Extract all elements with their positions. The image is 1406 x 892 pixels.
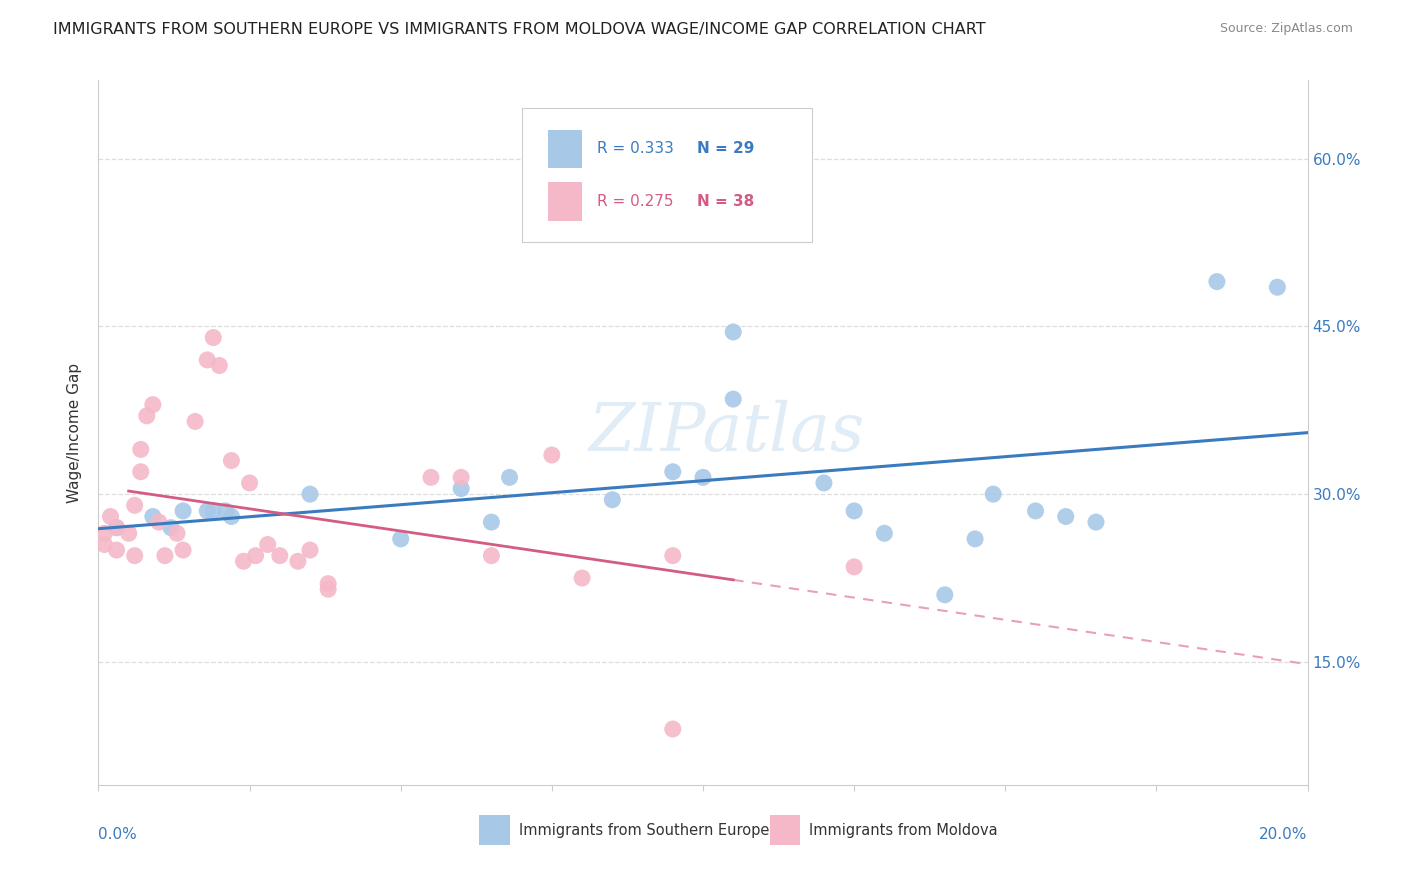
Point [661, 465, 683, 479]
Point [208, 359, 231, 373]
Point [498, 470, 520, 484]
Point [129, 465, 152, 479]
Text: 0.0%: 0.0% [98, 827, 138, 842]
Point [450, 482, 472, 496]
Point [195, 504, 218, 518]
Point [481, 515, 503, 529]
Point [1206, 275, 1229, 289]
Point [481, 549, 503, 563]
Point [934, 588, 956, 602]
Point [661, 722, 683, 736]
Point [723, 392, 745, 406]
Text: IMMIGRANTS FROM SOUTHERN EUROPE VS IMMIGRANTS FROM MOLDOVA WAGE/INCOME GAP CORRE: IMMIGRANTS FROM SOUTHERN EUROPE VS IMMIG… [53, 22, 986, 37]
Point [195, 352, 218, 367]
Point [135, 409, 157, 423]
Text: N = 38: N = 38 [697, 194, 754, 209]
Point [540, 448, 562, 462]
Point [124, 499, 146, 513]
Text: R = 0.275: R = 0.275 [596, 194, 673, 209]
Point [142, 398, 165, 412]
Point [221, 453, 243, 467]
Point [142, 509, 165, 524]
Point [1085, 515, 1108, 529]
Point [105, 521, 128, 535]
Point [981, 487, 1004, 501]
Point [813, 475, 835, 490]
Point [239, 475, 262, 490]
Point [269, 549, 291, 563]
Point [316, 582, 339, 597]
Point [129, 442, 152, 457]
Text: ZIPatlas: ZIPatlas [589, 400, 865, 466]
Point [221, 509, 243, 524]
Point [661, 549, 683, 563]
Point [93, 537, 115, 551]
FancyBboxPatch shape [548, 129, 582, 169]
Point [105, 543, 128, 558]
Point [105, 521, 128, 535]
FancyBboxPatch shape [522, 109, 811, 243]
FancyBboxPatch shape [769, 815, 800, 845]
Point [172, 504, 194, 518]
Y-axis label: Wage/Income Gap: Wage/Income Gap [67, 362, 83, 503]
Text: N = 29: N = 29 [697, 141, 755, 156]
Point [232, 554, 254, 568]
Point [723, 325, 745, 339]
Point [873, 526, 896, 541]
Point [389, 532, 412, 546]
Point [124, 549, 146, 563]
Point [1267, 280, 1289, 294]
Point [118, 526, 141, 541]
Point [420, 470, 443, 484]
Point [100, 509, 122, 524]
Point [184, 414, 207, 428]
Text: 20.0%: 20.0% [1260, 827, 1308, 842]
Text: Source: ZipAtlas.com: Source: ZipAtlas.com [1219, 22, 1353, 36]
Point [844, 559, 866, 574]
Point [316, 576, 339, 591]
Point [256, 537, 278, 551]
Text: Immigrants from Southern Europe: Immigrants from Southern Europe [519, 822, 769, 838]
Point [287, 554, 309, 568]
Point [299, 543, 322, 558]
Point [202, 504, 225, 518]
Point [965, 532, 987, 546]
Point [571, 571, 593, 585]
FancyBboxPatch shape [479, 815, 509, 845]
Point [148, 515, 170, 529]
Point [450, 470, 472, 484]
Point [692, 470, 714, 484]
Point [1054, 509, 1077, 524]
Point [844, 504, 866, 518]
Point [153, 549, 176, 563]
Point [172, 543, 194, 558]
Point [214, 504, 236, 518]
Text: Immigrants from Moldova: Immigrants from Moldova [810, 822, 998, 838]
Point [202, 330, 225, 344]
Point [160, 521, 183, 535]
Point [166, 526, 188, 541]
Text: R = 0.333: R = 0.333 [596, 141, 673, 156]
FancyBboxPatch shape [548, 183, 582, 221]
Point [299, 487, 322, 501]
Point [245, 549, 267, 563]
Point [1024, 504, 1046, 518]
Point [93, 526, 115, 541]
Point [602, 492, 624, 507]
